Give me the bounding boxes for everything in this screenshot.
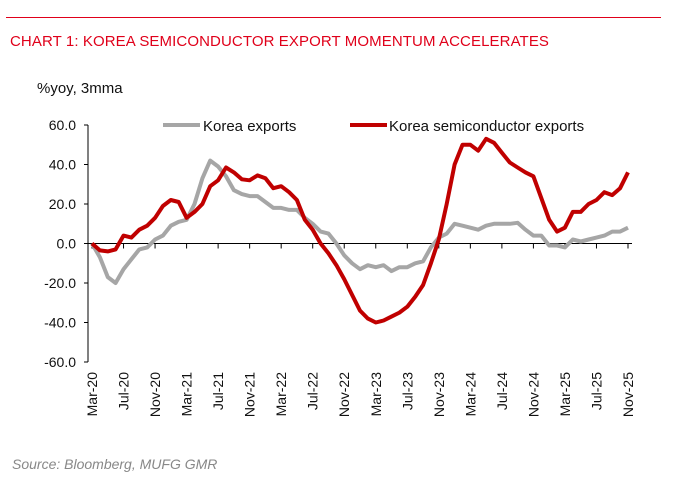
x-tick-label: Mar-21 [179, 372, 195, 417]
y-tick-label: -40.0 [44, 315, 76, 331]
x-tick-label: Nov-22 [336, 372, 352, 417]
x-tick-label: Nov-23 [431, 372, 447, 417]
x-tick-label: Jul-23 [399, 372, 415, 410]
x-tick-label: Jul-20 [116, 372, 132, 410]
x-tick-label: Jul-24 [494, 372, 510, 410]
x-tick-label: Nov-21 [242, 372, 258, 417]
y-tick-label: -60.0 [44, 354, 76, 370]
top-rule [6, 17, 661, 18]
chart-title: CHART 1: KOREA SEMICONDUCTOR EXPORT MOME… [10, 33, 550, 50]
x-tick-label: Mar-20 [84, 372, 100, 417]
x-tick-label: Jul-22 [305, 372, 321, 410]
series-line-korea-exports [90, 158, 629, 285]
y-tick-label: 0.0 [57, 236, 77, 252]
x-tick-label: Mar-25 [557, 372, 573, 417]
x-tick-label: Nov-25 [620, 372, 636, 417]
legend-label: Korea exports [203, 118, 296, 135]
x-tick-label: Nov-20 [147, 372, 163, 417]
y-tick-label: 60.0 [49, 117, 76, 133]
y-tick-label: 40.0 [49, 157, 76, 173]
y-tick-label: -20.0 [44, 275, 76, 291]
x-tick-label: Mar-22 [273, 372, 289, 417]
x-tick-label: Jul-21 [210, 372, 226, 410]
x-tick-label: Mar-23 [368, 372, 384, 417]
x-tick-label: Mar-24 [462, 372, 478, 417]
legend-label: Korea semiconductor exports [389, 118, 584, 135]
series-line-korea-semiconductor-exports [90, 136, 630, 325]
x-tick-label: Nov-24 [525, 372, 541, 417]
source-note: Source: Bloomberg, MUFG GMR [12, 456, 218, 472]
y-axis-label: %yoy, 3mma [37, 80, 123, 97]
y-tick-label: 20.0 [49, 196, 76, 212]
x-tick-label: Jul-25 [588, 372, 604, 410]
